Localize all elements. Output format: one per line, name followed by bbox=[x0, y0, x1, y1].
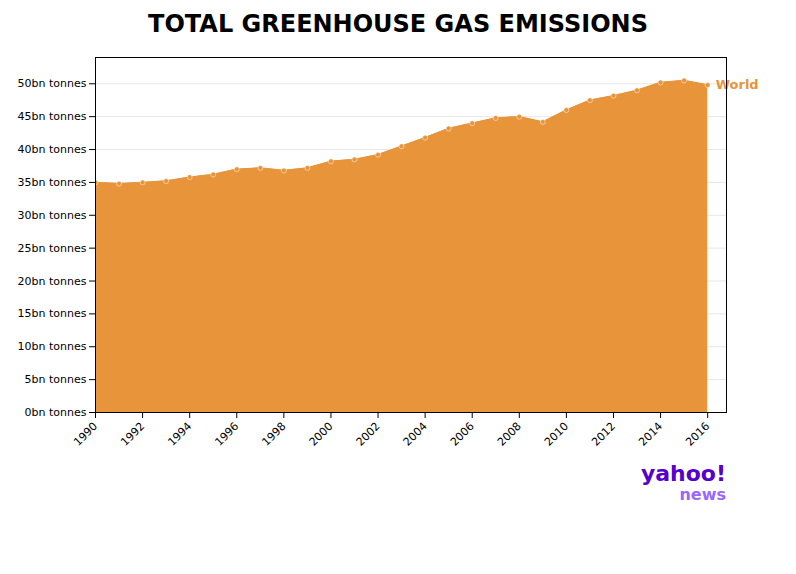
svg-text:2002: 2002 bbox=[354, 420, 383, 449]
svg-text:1994: 1994 bbox=[165, 420, 194, 449]
html-text:news: news bbox=[679, 485, 726, 505]
svg-text:2004: 2004 bbox=[401, 420, 430, 449]
svg-text:45bn tonnes: 45bn tonnes bbox=[18, 110, 87, 123]
svg-text:25bn tonnes: 25bn tonnes bbox=[18, 242, 87, 255]
svg-text:10bn tonnes: 10bn tonnes bbox=[18, 340, 87, 353]
svg-text:2010: 2010 bbox=[542, 420, 571, 449]
svg-text:1992: 1992 bbox=[118, 420, 147, 449]
svg-text:1996: 1996 bbox=[212, 420, 241, 449]
html-text:yahoo!: yahoo! bbox=[640, 461, 726, 486]
svg-text:1990: 1990 bbox=[71, 420, 100, 449]
svg-text:50bn tonnes: 50bn tonnes bbox=[18, 77, 87, 90]
svg-text:2016: 2016 bbox=[683, 420, 712, 449]
svg-text:15bn tonnes: 15bn tonnes bbox=[18, 307, 87, 320]
svg-text:World: World bbox=[716, 77, 759, 92]
html-text:TOTAL GREENHOUSE GAS EMISSIONS: TOTAL GREENHOUSE GAS EMISSIONS bbox=[148, 10, 648, 38]
svg-text:1998: 1998 bbox=[259, 420, 288, 449]
svg-text:40bn tonnes: 40bn tonnes bbox=[18, 143, 87, 156]
svg-text:2008: 2008 bbox=[495, 420, 524, 449]
svg-text:30bn tonnes: 30bn tonnes bbox=[18, 209, 87, 222]
svg-text:5bn tonnes: 5bn tonnes bbox=[25, 373, 87, 386]
svg-text:0bn tonnes: 0bn tonnes bbox=[25, 406, 87, 419]
svg-text:2000: 2000 bbox=[307, 420, 336, 449]
svg-text:35bn tonnes: 35bn tonnes bbox=[18, 176, 87, 189]
svg-text:20bn tonnes: 20bn tonnes bbox=[18, 275, 87, 288]
svg-text:2014: 2014 bbox=[636, 420, 665, 449]
svg-text:2012: 2012 bbox=[589, 420, 618, 449]
svg-text:2006: 2006 bbox=[448, 420, 477, 449]
